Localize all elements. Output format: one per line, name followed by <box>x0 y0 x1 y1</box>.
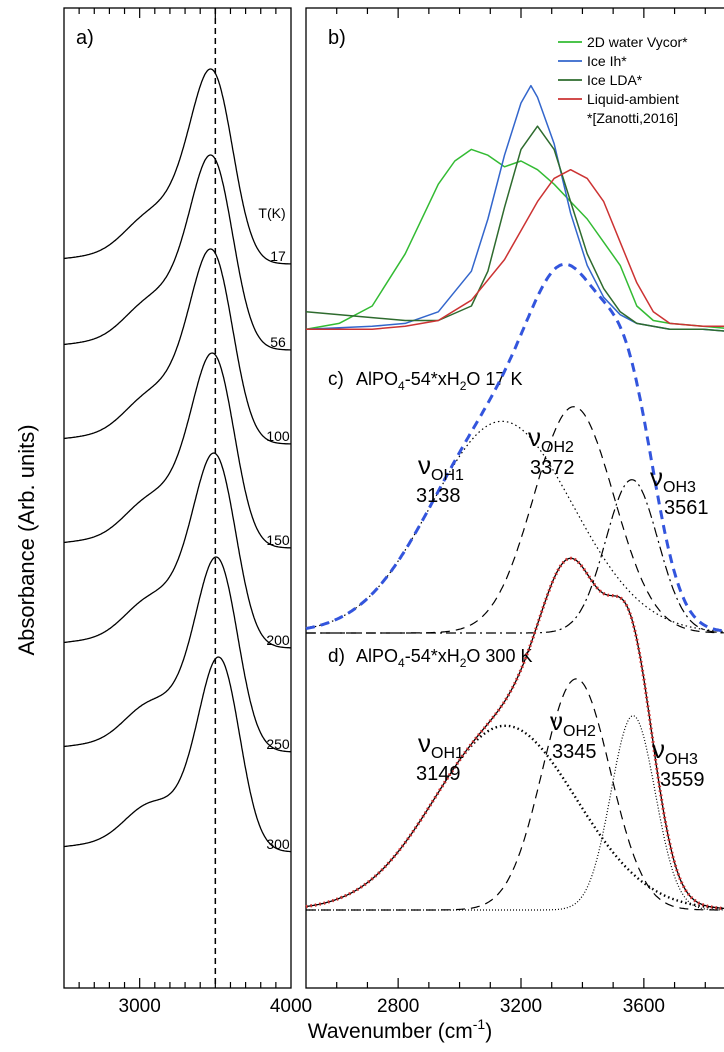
component-label-oh3: νOH3 <box>650 462 696 496</box>
panel-a-x-tick-label: 3000 <box>119 996 161 1017</box>
panel-a-temperature-label: 200 <box>266 632 290 648</box>
component-curve-oh2 <box>306 678 724 911</box>
panel-b: b) 2D water Vycor* Ice Ih* Ice LDA* Liquid-… <box>305 27 724 332</box>
panel-c-title: AlPO4-54*xH2O 17 K <box>356 369 522 393</box>
component-position-oh1: 3149 <box>416 763 461 785</box>
component-curve-oh1 <box>305 724 724 910</box>
panel-a-temperature-label: 150 <box>266 532 290 548</box>
x-axis-label: Wavenumber (cm-1) <box>308 1016 492 1043</box>
panel-b-label: b) <box>328 27 346 49</box>
total-fit-curve <box>305 262 724 633</box>
panel-b-legend-label: 2D water Vycor* <box>587 34 688 50</box>
panel-b-legend-note: *[Zanotti,2016] <box>587 110 678 126</box>
component-label-oh2: νOH2 <box>528 422 574 456</box>
component-position-oh3: 3561 <box>664 497 709 519</box>
panel-a-curve-150 <box>63 352 291 549</box>
component-position-oh3: 3559 <box>660 769 705 791</box>
panel-d-x-tick-label: 3200 <box>500 996 542 1017</box>
panel-a-temperature-label: 100 <box>266 428 290 444</box>
component-label-oh3: νOH3 <box>652 734 698 768</box>
y-axis-label: Absorbance (Arb. units) <box>14 424 39 655</box>
panel-a: a) T(K) 17 56 100 150 200 250 300 3000 4000 <box>63 7 312 1017</box>
component-position-oh2: 3345 <box>552 741 597 763</box>
panel-a-label: a) <box>76 27 94 49</box>
component-position-oh1: 3138 <box>416 485 461 507</box>
panel-b-legend: 2D water Vycor* Ice Ih* Ice LDA* Liquid-amb… <box>558 34 688 126</box>
panel-d-label: d) <box>328 646 345 667</box>
panel-a-curve-250 <box>63 556 291 753</box>
panel-a-x-tick-label: 4000 <box>270 996 312 1017</box>
panel-a-temperature-label: 17 <box>270 248 286 264</box>
component-label-oh1: νOH1 <box>418 450 464 484</box>
panel-b-series-3 <box>305 125 724 332</box>
panel-a-temperature-label: 56 <box>270 334 286 350</box>
panel-a-frame <box>63 7 292 989</box>
panel-bcd-frame <box>305 7 724 989</box>
panel-a-curve-17 <box>63 68 291 265</box>
panel-d-title: AlPO4-54*xH2O 300 K <box>356 646 532 670</box>
measured-spectrum <box>305 557 724 910</box>
panel-a-temperature-label: 300 <box>266 836 290 852</box>
panel-b-legend-label: Ice LDA* <box>587 72 643 88</box>
component-position-oh2: 3372 <box>530 457 575 479</box>
component-curve-oh1 <box>305 420 724 633</box>
panel-a-curve-56 <box>63 154 291 351</box>
panel-b-legend-label: Ice Ih* <box>587 53 627 69</box>
component-curve-oh2 <box>306 406 724 634</box>
panel-a-curve-300 <box>64 656 291 853</box>
panel-a-temperature-label: 250 <box>266 736 290 752</box>
panel-b-series-1 <box>305 148 724 330</box>
panel-b-legend-label: Liquid-ambient <box>587 91 679 107</box>
component-label-oh2: νOH2 <box>550 706 596 740</box>
panel-a-temperature-header: T(K) <box>258 205 285 221</box>
panel-bcd: 2800 3200 3600 <box>305 7 724 1017</box>
panel-d-x-tick-label: 2800 <box>377 996 419 1017</box>
panel-b-series-4 <box>306 168 724 330</box>
component-curve-oh3 <box>306 479 724 634</box>
panel-a-curve-200 <box>64 452 291 649</box>
panel-c-label: c) <box>328 369 344 390</box>
panel-a-curve-100 <box>63 248 291 445</box>
component-label-oh1: νOH1 <box>418 728 464 762</box>
panel-d-x-tick-label: 3600 <box>623 996 665 1017</box>
